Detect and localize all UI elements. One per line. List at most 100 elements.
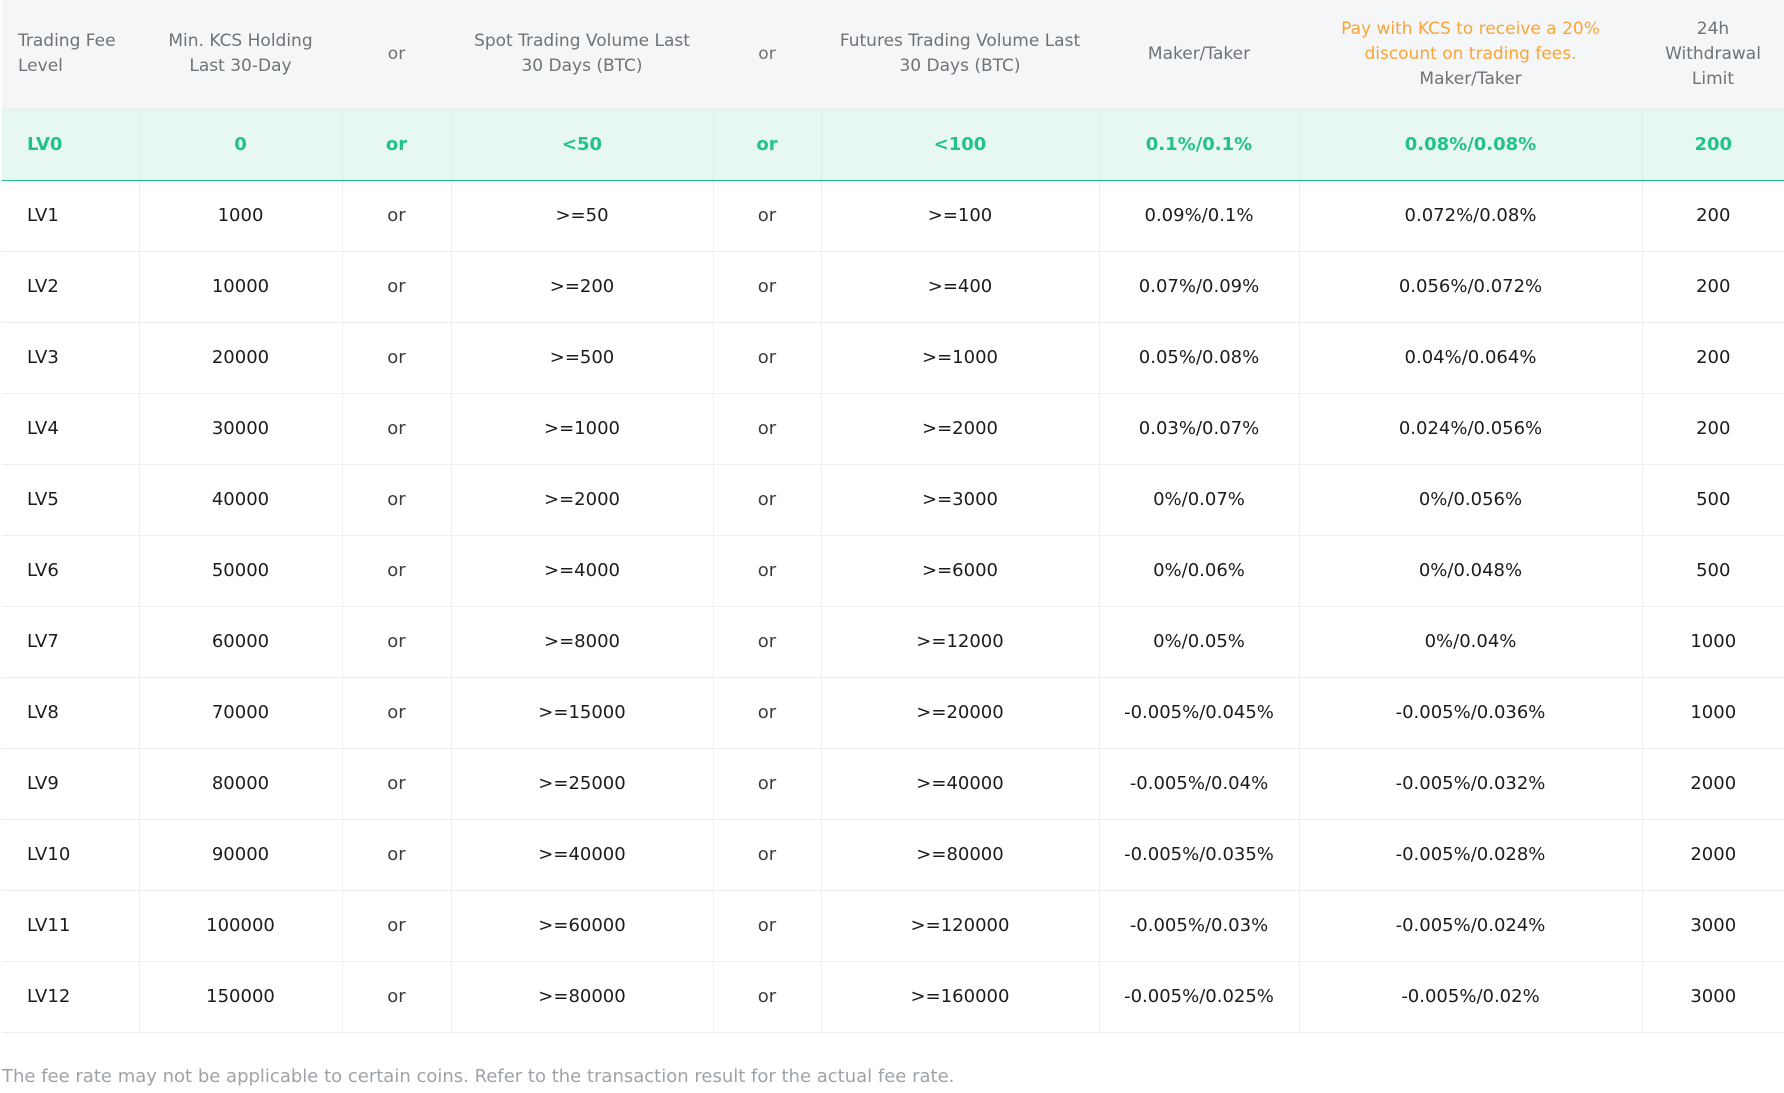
or-cell: or xyxy=(342,890,452,962)
level-cell: LV10 xyxy=(2,819,140,891)
maker-taker-cell: 0%/0.06% xyxy=(1099,535,1300,607)
table-row: LV9 80000 or >=25000 or >=40000 -0.005%/0.04% -… xyxy=(2,748,1784,820)
maker-taker-cell: -0.005%/0.025% xyxy=(1099,961,1300,1033)
header-maker-taker: Maker/Taker xyxy=(1099,0,1299,110)
maker-taker-cell: -0.005%/0.045% xyxy=(1099,677,1300,749)
spot-volume-cell: >=25000 xyxy=(451,748,714,820)
withdrawal-limit-cell: 2000 xyxy=(1642,748,1784,820)
kcs-holding-cell: 100000 xyxy=(139,890,343,962)
kcs-holding-cell: 40000 xyxy=(139,464,343,536)
kcs-holding-cell: 10000 xyxy=(139,251,343,323)
or-cell: or xyxy=(342,677,452,749)
or-cell: or xyxy=(713,535,822,607)
kcs-discount-promo: Pay with KCS to receive a 20% discount o… xyxy=(1341,18,1600,64)
header-kcs-discount: Pay with KCS to receive a 20% discount o… xyxy=(1299,0,1642,110)
futures-volume-cell: >=40000 xyxy=(821,748,1100,820)
maker-taker-cell: 0.09%/0.1% xyxy=(1099,180,1300,252)
or-cell: or xyxy=(342,322,452,394)
kcs-holding-cell: 50000 xyxy=(139,535,343,607)
withdrawal-limit-cell: 2000 xyxy=(1642,819,1784,891)
kcs-discount-maker-taker: Maker/Taker xyxy=(1419,68,1522,89)
or-cell: or xyxy=(342,108,452,181)
spot-volume-cell: >=80000 xyxy=(451,961,714,1033)
table-row: LV4 30000 or >=1000 or >=2000 0.03%/0.07% 0.024… xyxy=(2,393,1784,465)
spot-volume-cell: >=200 xyxy=(451,251,714,323)
or-cell: or xyxy=(713,180,822,252)
kcs-maker-taker-cell: -0.005%/0.02% xyxy=(1299,961,1643,1033)
spot-volume-cell: >=40000 xyxy=(451,819,714,891)
maker-taker-cell: -0.005%/0.035% xyxy=(1099,819,1300,891)
kcs-maker-taker-cell: 0%/0.048% xyxy=(1299,535,1643,607)
kcs-holding-cell: 150000 xyxy=(139,961,343,1033)
level-cell: LV4 xyxy=(2,393,140,465)
maker-taker-cell: -0.005%/0.03% xyxy=(1099,890,1300,962)
or-cell: or xyxy=(713,322,822,394)
kcs-holding-cell: 1000 xyxy=(139,180,343,252)
kcs-maker-taker-cell: -0.005%/0.028% xyxy=(1299,819,1643,891)
withdrawal-limit-cell: 200 xyxy=(1642,251,1784,323)
maker-taker-cell: -0.005%/0.04% xyxy=(1099,748,1300,820)
kcs-maker-taker-cell: -0.005%/0.024% xyxy=(1299,890,1643,962)
or-cell: or xyxy=(713,606,822,678)
spot-volume-cell: >=4000 xyxy=(451,535,714,607)
table-row: LV6 50000 or >=4000 or >=6000 0%/0.06% 0%/0.048… xyxy=(2,535,1784,607)
table-row: LV2 10000 or >=200 or >=400 0.07%/0.09% 0.056%/… xyxy=(2,251,1784,323)
maker-taker-cell: 0.1%/0.1% xyxy=(1099,108,1300,181)
header-kcs-holding: Min. KCS Holding Last 30-Day xyxy=(139,0,342,110)
fee-footnote: The fee rate may not be applicable to ce… xyxy=(2,1066,955,1087)
kcs-holding-cell: 60000 xyxy=(139,606,343,678)
or-cell: or xyxy=(713,108,822,181)
spot-volume-cell: >=500 xyxy=(451,322,714,394)
or-cell: or xyxy=(713,961,822,1033)
kcs-holding-cell: 80000 xyxy=(139,748,343,820)
table-row: LV11 100000 or >=60000 or >=120000 -0.005%/0.0… xyxy=(2,890,1784,962)
withdrawal-limit-cell: 500 xyxy=(1642,535,1784,607)
maker-taker-cell: 0.07%/0.09% xyxy=(1099,251,1300,323)
spot-volume-cell: >=1000 xyxy=(451,393,714,465)
table-row: LV10 90000 or >=40000 or >=80000 -0.005%/0.035… xyxy=(2,819,1784,891)
kcs-holding-cell: 70000 xyxy=(139,677,343,749)
spot-volume-cell: >=8000 xyxy=(451,606,714,678)
withdrawal-limit-cell: 1000 xyxy=(1642,606,1784,678)
maker-taker-cell: 0.03%/0.07% xyxy=(1099,393,1300,465)
withdrawal-limit-cell: 1000 xyxy=(1642,677,1784,749)
or-cell: or xyxy=(342,393,452,465)
kcs-holding-cell: 20000 xyxy=(139,322,343,394)
withdrawal-limit-cell: 200 xyxy=(1642,108,1784,181)
kcs-holding-cell: 90000 xyxy=(139,819,343,891)
spot-volume-cell: >=60000 xyxy=(451,890,714,962)
withdrawal-limit-cell: 200 xyxy=(1642,393,1784,465)
or-cell: or xyxy=(713,393,822,465)
or-cell: or xyxy=(342,251,452,323)
futures-volume-cell: >=80000 xyxy=(821,819,1100,891)
futures-volume-cell: >=400 xyxy=(821,251,1100,323)
futures-volume-cell: >=160000 xyxy=(821,961,1100,1033)
maker-taker-cell: 0%/0.07% xyxy=(1099,464,1300,536)
level-cell: LV11 xyxy=(2,890,140,962)
header-spot-volume: Spot Trading Volume Last 30 Days (BTC) xyxy=(451,0,713,110)
header-withdrawal-limit: 24h Withdrawal Limit xyxy=(1642,0,1784,110)
or-cell: or xyxy=(713,748,822,820)
or-cell: or xyxy=(713,677,822,749)
kcs-maker-taker-cell: -0.005%/0.032% xyxy=(1299,748,1643,820)
maker-taker-cell: 0.05%/0.08% xyxy=(1099,322,1300,394)
or-cell: or xyxy=(713,890,822,962)
futures-volume-cell: >=120000 xyxy=(821,890,1100,962)
fee-level-table: Trading Fee Level Min. KCS Holding Last … xyxy=(2,0,1784,1033)
table-row: LV1 1000 or >=50 or >=100 0.09%/0.1% 0.072%/0.0… xyxy=(2,180,1784,252)
futures-volume-cell: >=2000 xyxy=(821,393,1100,465)
futures-volume-cell: <100 xyxy=(821,108,1100,181)
kcs-maker-taker-cell: 0%/0.056% xyxy=(1299,464,1643,536)
kcs-maker-taker-cell: -0.005%/0.036% xyxy=(1299,677,1643,749)
or-cell: or xyxy=(342,748,452,820)
table-header: Trading Fee Level Min. KCS Holding Last … xyxy=(2,0,1784,110)
withdrawal-limit-cell: 3000 xyxy=(1642,961,1784,1033)
header-or-1: or xyxy=(342,0,451,110)
header-level: Trading Fee Level xyxy=(2,0,139,110)
or-cell: or xyxy=(713,251,822,323)
header-or-2: or xyxy=(713,0,821,110)
kcs-maker-taker-cell: 0.024%/0.056% xyxy=(1299,393,1643,465)
withdrawal-limit-cell: 200 xyxy=(1642,180,1784,252)
futures-volume-cell: >=3000 xyxy=(821,464,1100,536)
